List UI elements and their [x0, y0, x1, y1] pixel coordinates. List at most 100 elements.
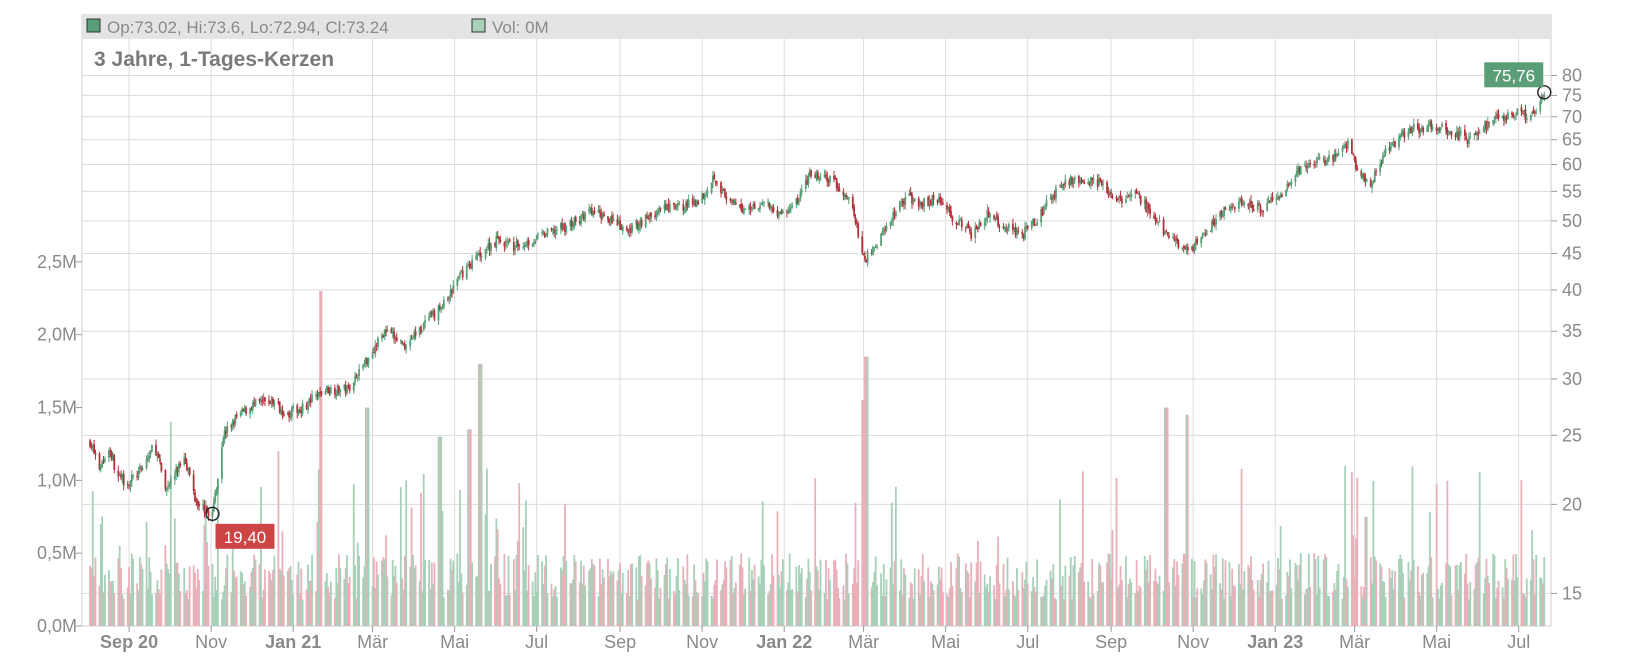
candle-body: [627, 229, 630, 233]
volume-bar: [1373, 556, 1376, 626]
candle-body: [647, 217, 650, 219]
candle-body: [768, 202, 771, 208]
candle-body: [98, 453, 101, 470]
candle-body: [1505, 116, 1508, 120]
candle-body: [1252, 209, 1255, 212]
candle-body: [968, 229, 971, 232]
volume-bar: [1337, 563, 1340, 626]
volume-bar: [451, 569, 453, 626]
x-tick-label: Sep 20: [100, 632, 158, 652]
volume-bar: [137, 590, 140, 626]
volume-bar: [260, 487, 262, 626]
candle-body: [628, 227, 631, 234]
candle-body: [1196, 238, 1199, 243]
candle-body: [853, 206, 856, 216]
candle-body: [395, 337, 398, 341]
candle-body: [498, 236, 500, 240]
volume-bar: [1061, 576, 1064, 626]
candle-body: [565, 225, 568, 233]
volume-bar: [829, 580, 831, 626]
volume-bar: [1485, 558, 1488, 626]
volume-bar: [484, 514, 487, 626]
candle-body: [706, 191, 709, 194]
volume-bar: [383, 559, 386, 626]
volume-bar: [1130, 582, 1133, 626]
candle-body: [299, 410, 301, 412]
volume-bar: [851, 583, 854, 626]
volume-bar: [1007, 589, 1010, 626]
volume-bar: [1488, 583, 1491, 626]
candle-body: [433, 310, 436, 320]
candle-body: [514, 248, 517, 251]
candle-body: [1411, 130, 1414, 133]
candle-body: [374, 345, 377, 355]
volume-bar: [130, 553, 133, 626]
candle-body: [1063, 184, 1065, 186]
volume-bar: [1143, 556, 1146, 626]
candle-body: [685, 202, 687, 212]
candle-body: [1507, 112, 1509, 120]
volume-bar: [214, 576, 217, 626]
volume-bar: [790, 590, 792, 626]
volume-bar: [1118, 584, 1121, 626]
candle-body: [196, 500, 199, 506]
candle-body: [827, 180, 830, 183]
volume-bar: [1325, 557, 1328, 626]
volume-bar: [531, 581, 534, 626]
volume-bar: [655, 558, 658, 626]
volume-bar: [771, 554, 774, 626]
volume-bar: [487, 590, 490, 626]
candle-body: [751, 207, 753, 209]
candle-body: [258, 399, 261, 402]
candle-body: [280, 411, 282, 414]
volume-bar: [1108, 553, 1111, 626]
volume-bar: [1041, 596, 1044, 626]
volume-bar: [1326, 595, 1329, 626]
volume-bar: [572, 579, 574, 626]
candle-body: [1007, 224, 1010, 228]
volume-bar: [1096, 590, 1099, 626]
volume-bar: [129, 593, 132, 626]
candle-body: [317, 392, 320, 397]
candle-body: [640, 219, 643, 226]
candle-body: [117, 470, 120, 477]
candle-body: [1477, 132, 1480, 135]
volume-bar: [917, 569, 920, 626]
candle-body: [1380, 163, 1383, 165]
volume-bar: [249, 586, 252, 626]
volume-bar: [316, 522, 319, 626]
candle-body: [833, 175, 835, 180]
candle-body: [677, 202, 679, 206]
candle-body: [1247, 203, 1250, 207]
candle-body: [1332, 154, 1334, 162]
candle-body: [599, 210, 601, 213]
candle-body: [550, 228, 553, 231]
volume-bar: [251, 567, 254, 626]
volume-bar: [1036, 559, 1039, 626]
volume-bar: [90, 567, 93, 626]
candle-body: [1298, 167, 1301, 174]
volume-bar: [1071, 599, 1073, 626]
volume-bar: [273, 555, 276, 626]
volume-bar: [471, 562, 474, 626]
candle-body: [1420, 127, 1423, 132]
candle-body: [1334, 153, 1337, 157]
volume-bar: [1399, 554, 1402, 626]
candle-body: [270, 397, 273, 405]
candle-body: [927, 196, 930, 206]
volume-bar: [644, 585, 647, 626]
volume-bar: [1476, 562, 1478, 626]
candle-body: [1313, 164, 1316, 166]
volume-bar: [1478, 471, 1481, 626]
volume-bar: [325, 573, 328, 626]
candle-body: [950, 211, 952, 218]
candle-body: [186, 463, 188, 471]
candle-body: [320, 391, 323, 395]
candle-body: [1139, 196, 1142, 204]
price-tick-label: 80: [1562, 65, 1582, 85]
candle-body: [1278, 196, 1281, 199]
candle-body: [399, 339, 402, 341]
candle-body: [967, 223, 970, 229]
candle-body: [1096, 179, 1099, 187]
